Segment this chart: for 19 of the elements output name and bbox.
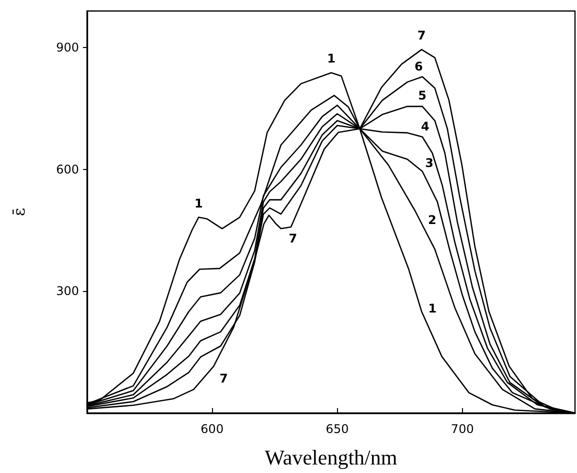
y-tick-label: 300 xyxy=(56,284,79,298)
series-label: 2 xyxy=(428,212,436,227)
text: 7 xyxy=(219,371,228,386)
x-tick-label: 650 xyxy=(326,422,349,436)
y-axis-title: ε̄ xyxy=(10,208,28,216)
x-tick-label: 600 xyxy=(200,422,224,436)
series-label: 4 xyxy=(421,119,430,134)
series-label: 1 xyxy=(428,302,437,316)
series-label: 3 xyxy=(425,156,434,170)
y-tick-label: 900 xyxy=(56,40,79,55)
x-tick-label: 700 xyxy=(450,422,474,436)
x-axis-title: Wavelength/nm xyxy=(264,446,398,470)
series-label: 6 xyxy=(414,59,423,74)
text: 7 xyxy=(417,28,426,43)
text: 1 xyxy=(194,196,203,210)
y-tick-label: 600 xyxy=(56,162,79,176)
text: 1 xyxy=(327,52,336,66)
series-label: 7 xyxy=(288,232,298,246)
series-label: 5 xyxy=(418,88,427,102)
